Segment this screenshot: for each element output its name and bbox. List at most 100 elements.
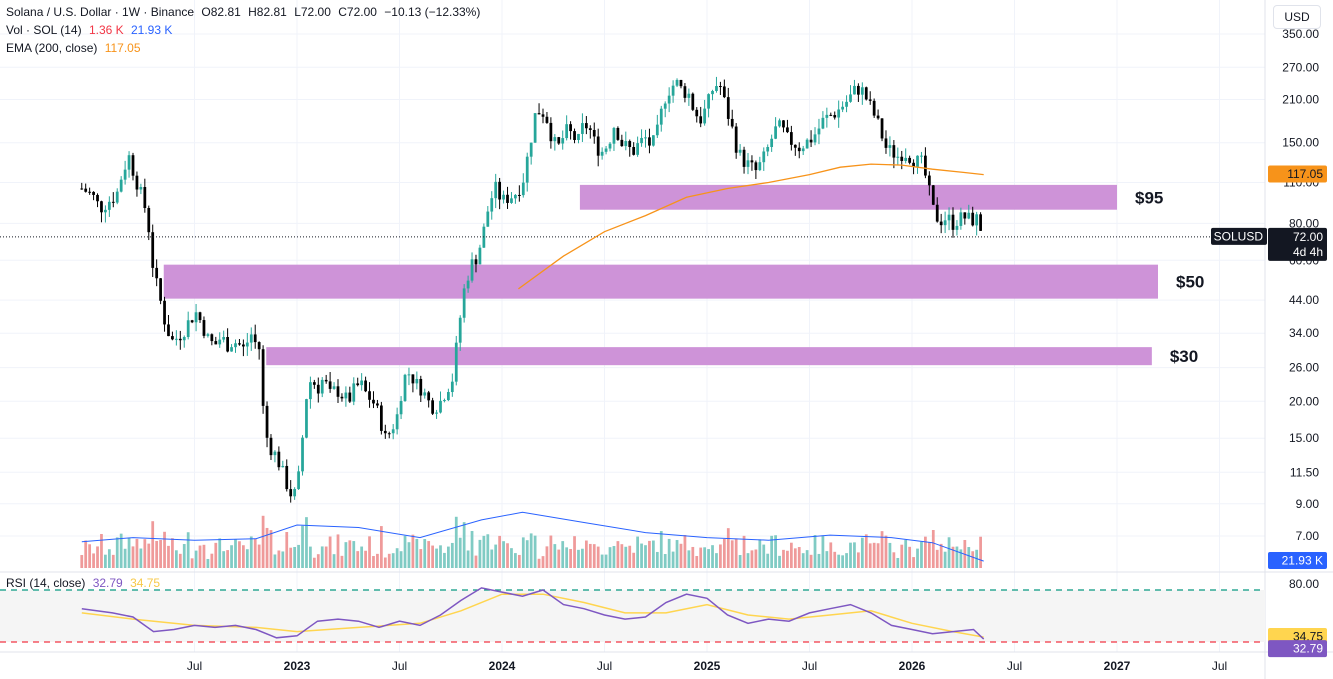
candle-up bbox=[107, 201, 111, 210]
volume-bar bbox=[896, 557, 900, 568]
volume-bar bbox=[711, 545, 714, 568]
candle-up bbox=[344, 392, 348, 399]
candle-down bbox=[96, 194, 99, 202]
candle-down bbox=[786, 127, 789, 133]
volume-bar bbox=[581, 548, 584, 568]
volume-bar bbox=[482, 535, 486, 568]
candle-up bbox=[553, 137, 557, 142]
candle-up bbox=[821, 117, 825, 129]
candle-up bbox=[466, 280, 470, 289]
candle-down bbox=[584, 123, 588, 129]
zone-label: $95 bbox=[1135, 188, 1163, 207]
rsi-ma-tag: 34.75 bbox=[1293, 630, 1323, 644]
time-axis[interactable]: Jul 2023 Jul 2024 Jul 2025 Jul 2026 Jul 2027 Jul bbox=[187, 659, 1227, 673]
volume-bar bbox=[198, 545, 202, 568]
candle-up bbox=[608, 143, 612, 149]
candle-down bbox=[387, 433, 391, 435]
candle-up bbox=[624, 141, 628, 147]
candle-down bbox=[789, 132, 793, 145]
candle-up bbox=[687, 93, 691, 98]
ema-value: 117.05 bbox=[104, 41, 141, 55]
volume-bar bbox=[234, 539, 237, 568]
candle-up bbox=[281, 465, 285, 468]
candle-up bbox=[860, 87, 864, 95]
volume-bar bbox=[431, 545, 434, 568]
candle-down bbox=[372, 399, 375, 404]
candle-down bbox=[908, 157, 912, 163]
time-tick-label: 2026 bbox=[899, 659, 926, 673]
candle-down bbox=[793, 144, 797, 148]
candle-up bbox=[510, 198, 513, 203]
price-tick-label: 7.00 bbox=[1296, 529, 1320, 543]
volume-bar bbox=[742, 535, 746, 568]
candle-up bbox=[888, 145, 892, 148]
volume-bar bbox=[265, 527, 269, 568]
volume-bar bbox=[309, 546, 312, 568]
candlestick-series bbox=[0, 76, 1265, 503]
volume-bar bbox=[762, 544, 766, 568]
candle-up bbox=[640, 137, 643, 144]
candle-up bbox=[391, 429, 395, 434]
candle-up bbox=[186, 320, 190, 338]
candle-down bbox=[155, 267, 159, 279]
candle-up bbox=[439, 400, 442, 413]
volume-bar bbox=[514, 553, 517, 568]
candle-up bbox=[896, 156, 900, 158]
volume-bar bbox=[242, 545, 245, 568]
volume-bar bbox=[600, 554, 604, 568]
candle-down bbox=[238, 343, 241, 345]
currency-button[interactable]: USD bbox=[1273, 5, 1321, 29]
candle-up bbox=[486, 211, 490, 227]
candle-up bbox=[249, 334, 253, 343]
volume-bar bbox=[640, 543, 643, 568]
candle-down bbox=[549, 122, 553, 142]
candle-down bbox=[971, 212, 975, 226]
ema-label[interactable]: EMA (200, close) bbox=[6, 41, 98, 55]
volume-bar bbox=[833, 551, 837, 568]
price-tick-label: 270.00 bbox=[1282, 60, 1319, 74]
volume-bar bbox=[797, 547, 801, 568]
volume-label[interactable]: Vol · SOL (14) bbox=[6, 23, 82, 37]
candle-up bbox=[403, 374, 407, 401]
candle-down bbox=[931, 185, 935, 205]
volume-bar bbox=[734, 538, 738, 568]
volume-bar bbox=[612, 546, 616, 568]
ohlc-close: C72.00 bbox=[338, 5, 377, 19]
volume-bar bbox=[312, 557, 316, 568]
volume-bar bbox=[490, 549, 494, 568]
volume-bar bbox=[332, 554, 336, 568]
candle-down bbox=[151, 232, 155, 268]
rsi-tag: 32.79 bbox=[1293, 642, 1323, 656]
symbol-title[interactable]: Solana / U.S. Dollar · 1W · Binance bbox=[6, 5, 195, 19]
volume-bar bbox=[399, 551, 403, 568]
volume-bar bbox=[663, 554, 667, 568]
candle-down bbox=[411, 374, 415, 384]
volume-bar bbox=[588, 543, 592, 568]
price-tick-label: 34.00 bbox=[1289, 326, 1319, 340]
ema-200-line bbox=[518, 163, 984, 290]
zone-box bbox=[163, 264, 1158, 299]
candle-down bbox=[80, 188, 84, 190]
volume-bar bbox=[364, 550, 367, 568]
volume-bar bbox=[758, 539, 762, 568]
volume-bar bbox=[604, 554, 608, 568]
price-axis[interactable]: 350.00270.00210.00150.00110.0080.0060.00… bbox=[1282, 27, 1319, 591]
candle-down bbox=[356, 383, 360, 386]
volume-bar bbox=[285, 532, 289, 568]
candle-down bbox=[312, 382, 316, 385]
candle-up bbox=[470, 259, 474, 281]
rsi-label[interactable]: RSI (14, close) bbox=[6, 576, 86, 590]
candle-down bbox=[84, 188, 88, 192]
volume-bar bbox=[171, 538, 174, 568]
volume-pane bbox=[80, 511, 984, 568]
volume-bar bbox=[360, 546, 364, 568]
candle-down bbox=[924, 155, 927, 176]
candle-down bbox=[253, 334, 257, 343]
candle-up bbox=[612, 127, 616, 144]
volume-bar bbox=[439, 545, 442, 568]
candle-up bbox=[675, 79, 679, 86]
volume-bar bbox=[139, 548, 143, 568]
time-tick-label: Jul bbox=[392, 659, 407, 673]
